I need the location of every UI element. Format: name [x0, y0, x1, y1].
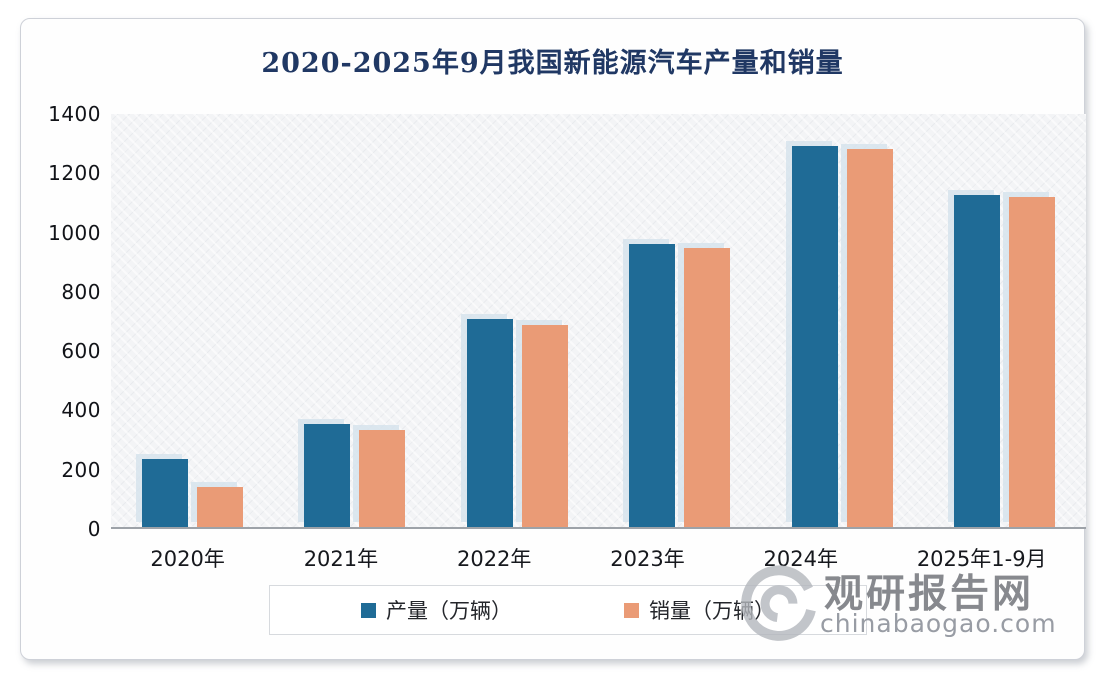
watermark-site-url: chinabaogao.com	[820, 609, 1057, 638]
production-bar-2022年	[466, 319, 513, 527]
production-swatch	[361, 602, 376, 618]
x-label-2022年: 2022年	[456, 547, 532, 571]
swirl-logo-icon	[741, 565, 816, 641]
watermark-site-name: 观研报告网	[824, 572, 1035, 617]
plot-area	[111, 114, 1086, 529]
production-bar-2024年	[791, 146, 838, 527]
x-label-2023年: 2023年	[610, 547, 685, 571]
y-tick-1000: 1000	[48, 220, 101, 245]
y-tick-800: 800	[61, 279, 101, 304]
chart-card: 2020-2025年9月我国新能源汽车产量和销量 0 200 400 600 800 10…	[20, 18, 1086, 660]
sales-bar-2021年	[359, 429, 406, 527]
y-tick-1200: 1200	[48, 161, 101, 186]
production-bar-2021年	[304, 423, 351, 527]
watermark: 观研报告网 chinabaogao.com	[741, 561, 1066, 653]
sales-bar-2022年	[521, 324, 568, 527]
bar-group-2023年	[629, 114, 731, 527]
x-label-2020年: 2020年	[150, 547, 225, 571]
sales-bar-2024年	[846, 149, 893, 527]
y-tick-1400: 1400	[48, 102, 101, 126]
x-label-2025年1-9月: 2025年1-9月	[916, 547, 1047, 571]
legend-label-production: 产量（万辆）	[386, 599, 512, 623]
legend-item-production: 产量（万辆）	[361, 595, 512, 625]
y-tick-600: 600	[61, 339, 101, 364]
y-tick-400: 400	[61, 398, 101, 423]
x-label-2021年: 2021年	[303, 547, 379, 571]
y-axis: 0 200 400 600 800 1000 1200 1400	[27, 102, 101, 541]
bar-group-2025年1-9月	[954, 114, 1056, 527]
bar-group-2020年	[141, 114, 243, 527]
sales-bar-2025年1-9月	[1009, 196, 1056, 527]
bar-group-2022年	[466, 114, 568, 527]
bar-group-2021年	[304, 114, 406, 527]
sales-bar-2020年	[196, 487, 243, 527]
chart-title: 2020-2025年9月我国新能源汽车产量和销量	[261, 48, 844, 79]
bar-group-2024年	[791, 114, 893, 527]
sales-swatch	[624, 602, 639, 618]
production-bar-2020年	[141, 459, 188, 527]
sales-bar-2023年	[684, 248, 731, 527]
production-bar-2023年	[629, 243, 676, 527]
y-tick-0: 0	[87, 517, 101, 541]
production-bar-2025年1-9月	[954, 195, 1001, 527]
y-tick-200: 200	[61, 457, 101, 482]
